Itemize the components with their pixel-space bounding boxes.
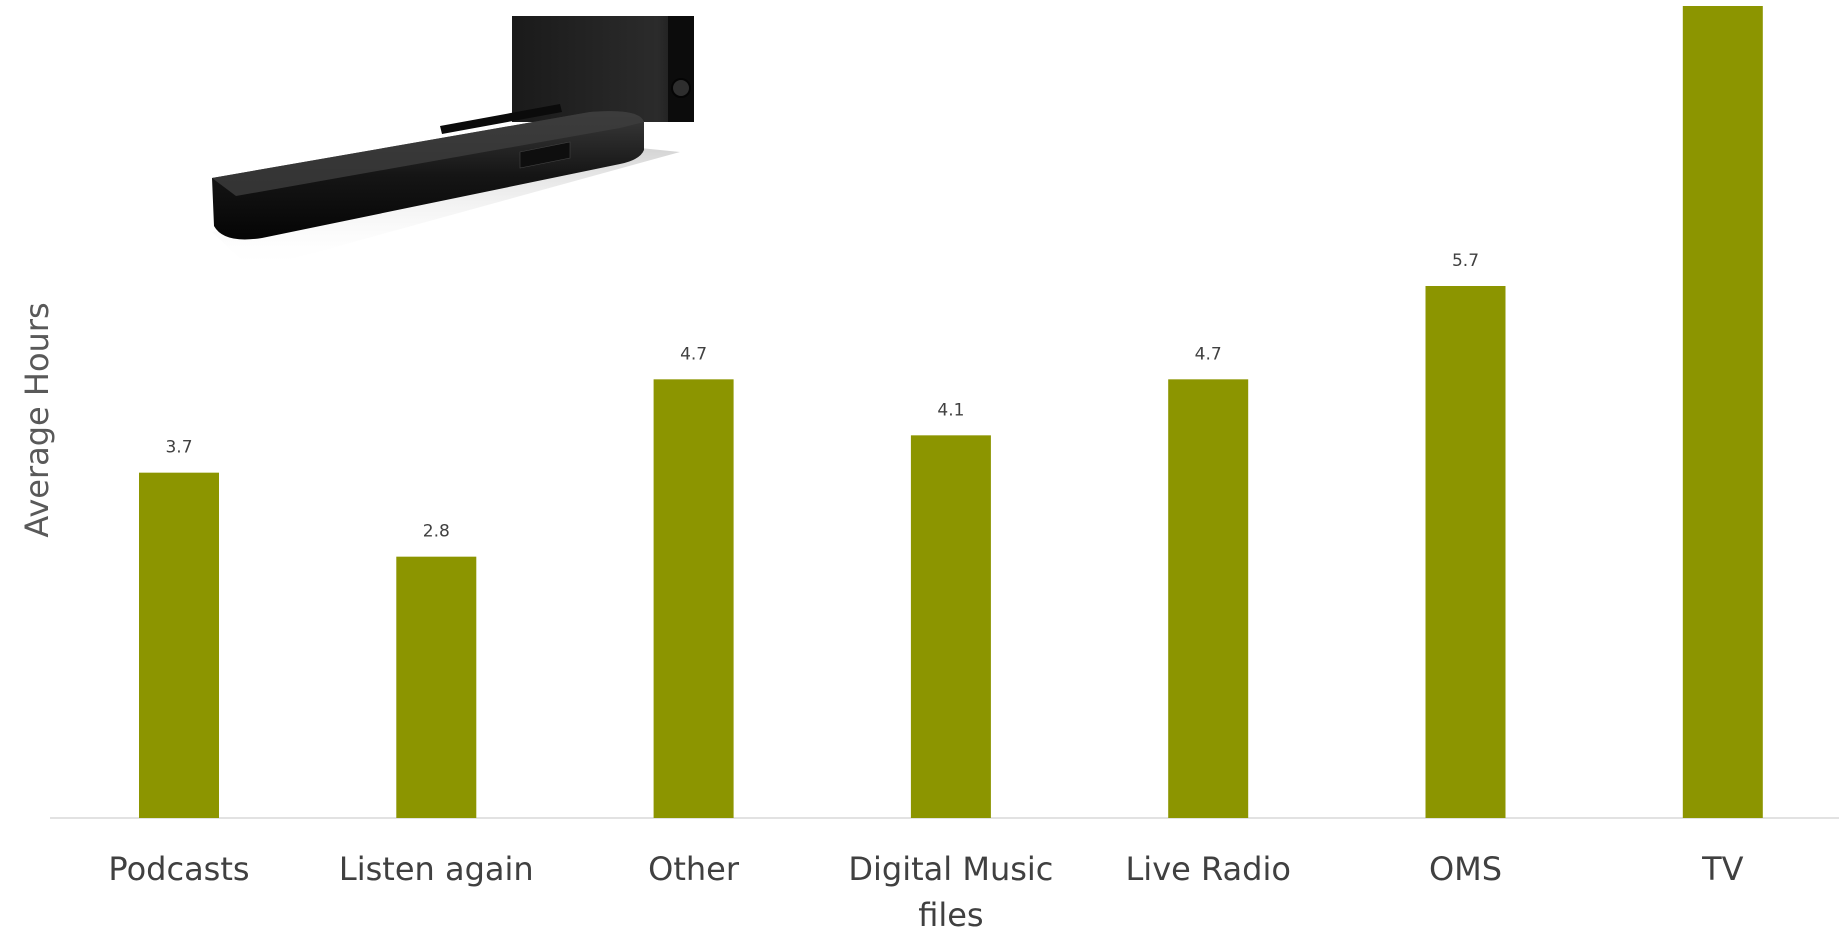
category-label-2: Other (648, 850, 740, 888)
bar-2 (653, 379, 734, 818)
data-label-0: 3.7 (165, 438, 192, 458)
bar-0 (139, 472, 219, 818)
data-label-4: 4.7 (1195, 344, 1222, 364)
category-label-0: Podcasts (108, 850, 249, 888)
data-label-5: 5.7 (1452, 251, 1479, 271)
category-labels-group: Podcasts Listen again Other Digital Music fi… (108, 850, 1743, 933)
y-axis-title: Average Hours (18, 302, 56, 537)
data-labels-group: 3.7 2.8 4.7 4.1 4.7 5.7 (165, 251, 1479, 542)
category-label-4: Live Radio (1125, 850, 1290, 888)
data-label-2: 4.7 (680, 344, 707, 364)
bar-6 (1682, 6, 1763, 818)
bars-group (139, 6, 1763, 818)
soundbar-photo (212, 16, 694, 270)
category-label-3-line-1: files (918, 896, 983, 933)
bar-1 (396, 556, 477, 818)
bar-5 (1425, 286, 1506, 818)
soundbar-shape (212, 111, 644, 240)
bar-4 (1168, 379, 1249, 818)
category-label-1: Listen again (339, 850, 534, 888)
bar-3 (910, 435, 991, 818)
category-label-3: Digital Music (848, 850, 1053, 888)
data-label-3: 4.1 (937, 400, 964, 420)
category-label-6: TV (1701, 850, 1744, 888)
subwoofer-shape (512, 16, 694, 122)
category-label-5: OMS (1429, 850, 1502, 888)
data-label-1: 2.8 (423, 522, 450, 542)
